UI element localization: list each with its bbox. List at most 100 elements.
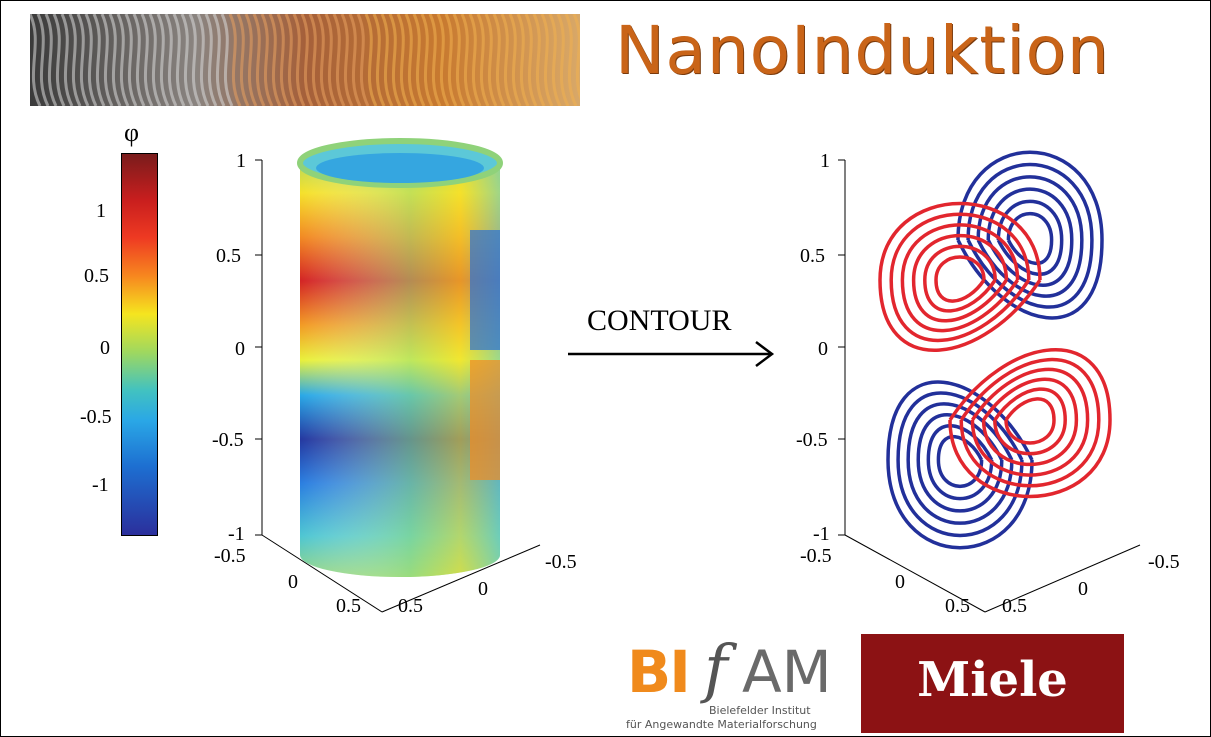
banner-strand: [236, 14, 250, 106]
banner-strand: [260, 14, 274, 106]
banner-strand: [284, 14, 298, 106]
banner-strand: [108, 14, 122, 106]
right-x-tick: 0.5: [945, 595, 970, 617]
right-z-tick: -0.5: [796, 429, 828, 451]
banner-strand: [524, 14, 538, 106]
left-z-tick: 0: [235, 338, 245, 360]
miele-wordmark: Miele: [917, 652, 1068, 708]
banner-strand: [380, 14, 394, 106]
banner-strand: [52, 14, 66, 106]
banner-strand: [508, 14, 522, 106]
banner-strand: [220, 14, 234, 106]
page-title: NanoInduktion: [615, 12, 1110, 89]
banner-strand: [420, 14, 434, 106]
contour-line-red: [959, 357, 1101, 488]
banner-strand: [188, 14, 202, 106]
banner-strand: [180, 14, 194, 106]
contour-line-red: [970, 367, 1090, 477]
banner-strand: [204, 14, 218, 106]
banner-strand: [484, 14, 498, 106]
banner-strand: [212, 14, 226, 106]
bifam-am: AM: [742, 638, 832, 706]
cylinder-surface: [300, 141, 500, 577]
banner-strand: [492, 14, 506, 106]
bifam-f: f: [704, 632, 728, 706]
banner-strand: [44, 14, 58, 106]
banner-strand: [92, 14, 106, 106]
left-y-tick: 0: [478, 578, 488, 600]
bifam-bi: BI: [627, 638, 691, 706]
contour-line-red: [900, 223, 1020, 333]
arrow-label: CONTOUR: [587, 304, 731, 337]
contour-line-red: [993, 387, 1067, 456]
banner-image: [30, 14, 580, 106]
colorbar-tick: 0: [100, 337, 110, 359]
colorbar-tick: 1: [96, 200, 106, 222]
right-x-tick: 0: [895, 571, 905, 593]
banner-strand: [340, 14, 354, 106]
banner-strand: [172, 14, 186, 106]
right-plot: [838, 159, 1141, 613]
right-z-tick: -1: [813, 523, 830, 545]
contour-line-red: [981, 377, 1079, 466]
right-z-tick: 1: [820, 150, 830, 172]
right-z-tick: 0: [818, 338, 828, 360]
banner-strand: [164, 14, 178, 106]
banner-strand: [412, 14, 426, 106]
contour-line-blue: [976, 175, 1084, 298]
contour-line-blue: [956, 150, 1104, 320]
banner-strand: [124, 14, 138, 106]
bifam-logo: BI f AM Bielefelder Institut für Angewan…: [624, 632, 838, 734]
banner-strand: [100, 14, 114, 106]
banner-strand: [68, 14, 82, 106]
bifam-subtitle-1: Bielefelder Institut: [709, 704, 811, 717]
contour-line-red: [889, 212, 1031, 343]
contour-line-blue: [926, 424, 994, 501]
banner-strand: [116, 14, 130, 106]
banner-strand: [540, 14, 554, 106]
banner-strand: [388, 14, 402, 106]
left-x-tick: 0: [288, 571, 298, 593]
left-x-tick: -0.5: [214, 545, 246, 567]
left-z-tick: 1: [236, 150, 246, 172]
banner-strand: [548, 14, 562, 106]
left-z-tick: 0.5: [216, 245, 241, 267]
left-plot: [255, 159, 541, 613]
banner-strand: [460, 14, 474, 106]
bifam-subtitle-2: für Angewandte Materialforschung: [626, 718, 817, 731]
banner-strand: [84, 14, 98, 106]
banner-strand: [436, 14, 450, 106]
contour-line-blue: [886, 380, 1034, 550]
arrow-head: [755, 341, 775, 367]
banner-strand: [556, 14, 570, 106]
banner-strand: [316, 14, 330, 106]
banner-strand: [372, 14, 386, 106]
contour-line-red: [1004, 397, 1056, 445]
contour-line-red: [934, 255, 986, 303]
contour-lines: [878, 150, 1112, 550]
right-x-tick: -0.5: [800, 545, 832, 567]
banner-strand: [132, 14, 146, 106]
banner-strand: [30, 14, 42, 106]
banner-strand: [36, 14, 50, 106]
colorbar-label: φ: [124, 118, 140, 147]
banner-strand: [428, 14, 442, 106]
colorbar-tick: -0.5: [80, 406, 112, 428]
banner-strand: [468, 14, 482, 106]
contour-line-red: [878, 201, 1042, 352]
banner-strand: [244, 14, 258, 106]
banner-strand: [308, 14, 322, 106]
banner-strand: [332, 14, 346, 106]
banner-strand: [228, 14, 242, 106]
colorbar-tick: -1: [92, 474, 109, 496]
left-y-tick: 0.5: [398, 595, 423, 617]
colorbar: [121, 153, 158, 536]
contour-line-red: [923, 244, 997, 313]
banner-strand: [76, 14, 90, 106]
cylinder-inner: [316, 153, 484, 183]
banner-strand: [276, 14, 290, 106]
right-y-tick: -0.5: [1148, 551, 1180, 573]
colorbar-tick: 0.5: [84, 265, 109, 287]
banner-strand: [572, 14, 580, 101]
